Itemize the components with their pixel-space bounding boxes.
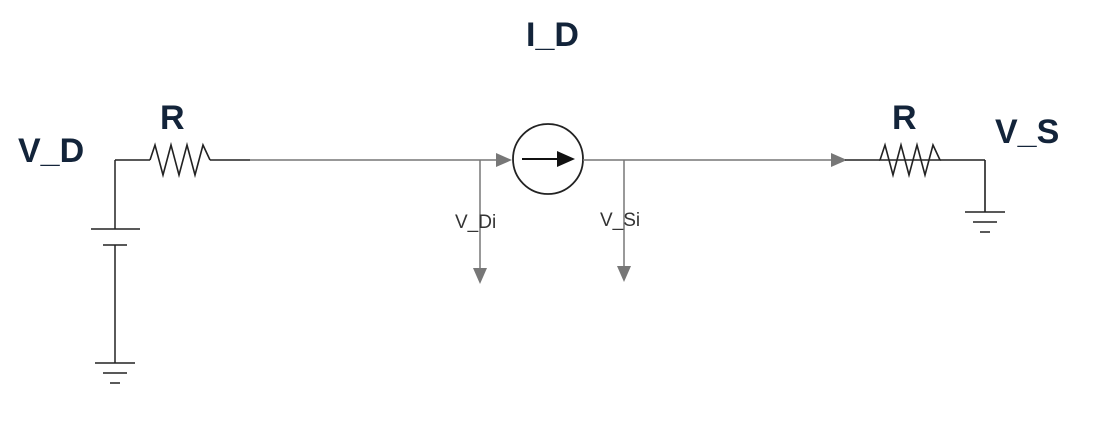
drain-voltage-label: V_D: [18, 132, 85, 170]
resistor-right: [845, 141, 986, 212]
battery-symbol: [91, 160, 140, 363]
wire-to-right-resistor: [583, 153, 847, 167]
wire-to-current-source: [250, 153, 512, 167]
resistor-left-label: R: [160, 99, 185, 137]
drain-internal-label: V_Di: [455, 212, 497, 233]
current-source-symbol: [512, 123, 584, 195]
source-internal-label: V_Si: [600, 210, 641, 231]
drain-internal-probe: [473, 160, 487, 284]
current-label: I_D: [526, 16, 579, 54]
resistor-left: [115, 141, 250, 179]
source-internal-probe: [617, 160, 631, 282]
resistor-right-label: R: [892, 99, 917, 137]
ground-left-icon: [95, 362, 135, 384]
source-voltage-label: V_S: [995, 113, 1060, 151]
ground-right-icon: [965, 211, 1005, 233]
